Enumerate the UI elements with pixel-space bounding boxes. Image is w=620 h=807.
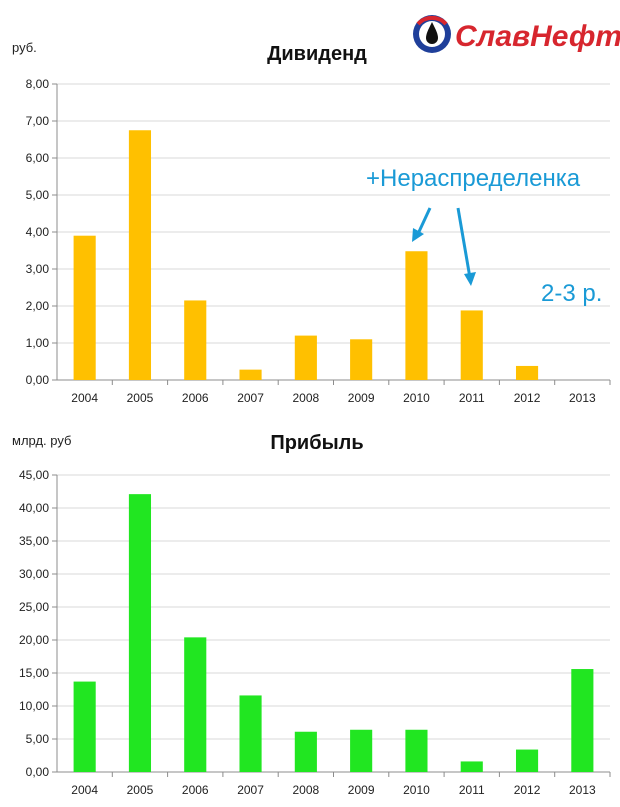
y-tick-label: 25,00 <box>19 600 49 614</box>
profit-bars <box>73 494 594 772</box>
x-tick-label: 2006 <box>182 783 209 797</box>
dividend-bars <box>73 130 539 380</box>
dividend-y-ticks: 0,00 1,00 2,00 3,00 4,00 5,00 6,00 7,00 8,00 <box>26 77 50 387</box>
logo-text: СлавНефть <box>455 20 620 53</box>
y-tick-label: 1,00 <box>26 336 50 350</box>
x-tick-label: 2010 <box>403 783 430 797</box>
x-tick-label: 2007 <box>237 783 264 797</box>
x-tick-label: 2013 <box>569 783 596 797</box>
x-tick-label: 2012 <box>514 391 541 405</box>
y-tick-label: 8,00 <box>26 77 50 91</box>
y-tick-label: 20,00 <box>19 633 49 647</box>
x-tick-label: 2013 <box>569 391 596 405</box>
slavneft-logo: СлавНефть <box>413 15 620 53</box>
x-tick-label: 2009 <box>348 391 375 405</box>
bar-2012 <box>515 365 539 380</box>
bar-2009 <box>350 729 373 772</box>
bar-2011 <box>460 310 483 380</box>
logo-emblem-arc <box>416 15 448 26</box>
bar-2008 <box>294 335 317 380</box>
y-tick-label: 6,00 <box>26 151 50 165</box>
bar-2009 <box>350 339 373 380</box>
bar-2011 <box>460 761 483 772</box>
bar-2005 <box>128 494 152 772</box>
y-tick-label: 0,00 <box>26 373 50 387</box>
y-tick-label: 15,00 <box>19 666 49 680</box>
arrow-head-icon <box>412 228 424 242</box>
dividend-y-unit: руб. <box>12 40 37 55</box>
bar-2006 <box>184 300 207 380</box>
x-tick-label: 2012 <box>514 783 541 797</box>
bar-2012 <box>515 749 539 772</box>
bar-2010 <box>405 729 428 772</box>
y-tick-label: 2,00 <box>26 299 50 313</box>
y-tick-label: 40,00 <box>19 501 49 515</box>
y-tick-label: 3,00 <box>26 262 50 276</box>
y-tick-label: 7,00 <box>26 114 50 128</box>
bar-2006 <box>184 637 207 772</box>
bar-2013 <box>571 669 594 772</box>
x-tick-label: 2006 <box>182 391 209 405</box>
dividend-range-annotation: 2-3 р. <box>541 280 602 307</box>
bar-2010 <box>405 251 428 380</box>
profit-chart-title: Прибыль <box>270 432 363 454</box>
bar-2007 <box>239 369 262 380</box>
x-tick-label: 2008 <box>292 391 319 405</box>
bar-2005 <box>128 130 152 380</box>
y-tick-label: 45,00 <box>19 468 49 482</box>
x-tick-label: 2004 <box>71 391 98 405</box>
y-tick-label: 35,00 <box>19 534 49 548</box>
x-tick-label: 2010 <box>403 391 430 405</box>
x-tick-label: 2011 <box>459 391 485 405</box>
profit-chart: млрд. руб Прибыль 0,00 5,00 10,00 15,00 20,0… <box>12 432 611 797</box>
y-tick-label: 0,00 <box>26 765 50 779</box>
dividend-chart-title: Дивиденд <box>267 43 367 65</box>
x-tick-label: 2005 <box>127 783 154 797</box>
dividend-x-ticks: 2004 2005 2006 2007 2008 2009 2010 2011 2012 2013 <box>71 391 596 405</box>
arrow-to-2010 <box>415 207 432 237</box>
bar-2008 <box>294 731 317 772</box>
y-tick-label: 10,00 <box>19 699 49 713</box>
arrow-head-icon <box>464 272 476 286</box>
bar-2007 <box>239 695 262 772</box>
y-tick-label: 30,00 <box>19 567 49 581</box>
x-tick-label: 2009 <box>348 783 375 797</box>
bar-2004 <box>73 681 96 772</box>
dividend-chart: руб. Дивиденд 0,00 1,00 2,00 3,00 4,00 5,00 6,… <box>12 40 611 405</box>
x-tick-label: 2005 <box>127 391 154 405</box>
x-tick-label: 2011 <box>459 783 485 797</box>
x-tick-label: 2004 <box>71 783 98 797</box>
y-tick-label: 5,00 <box>26 188 50 202</box>
profit-y-unit: млрд. руб <box>12 433 71 448</box>
y-tick-label: 4,00 <box>26 225 50 239</box>
profit-y-ticks: 0,00 5,00 10,00 15,00 20,00 25,00 30,00 35,00 40… <box>19 468 49 779</box>
x-tick-label: 2007 <box>237 391 264 405</box>
profit-x-ticks: 2004 2005 2006 2007 2008 2009 2010 2011 2012 2013 <box>71 783 596 797</box>
undistributed-profit-annotation: +Нераспределенка <box>366 165 581 192</box>
arrow-to-2011 <box>456 207 472 279</box>
x-tick-label: 2008 <box>292 783 319 797</box>
bar-2004 <box>73 235 96 380</box>
annotation-arrows <box>412 207 476 286</box>
y-tick-label: 5,00 <box>26 732 50 746</box>
oil-drop-icon <box>426 22 438 44</box>
